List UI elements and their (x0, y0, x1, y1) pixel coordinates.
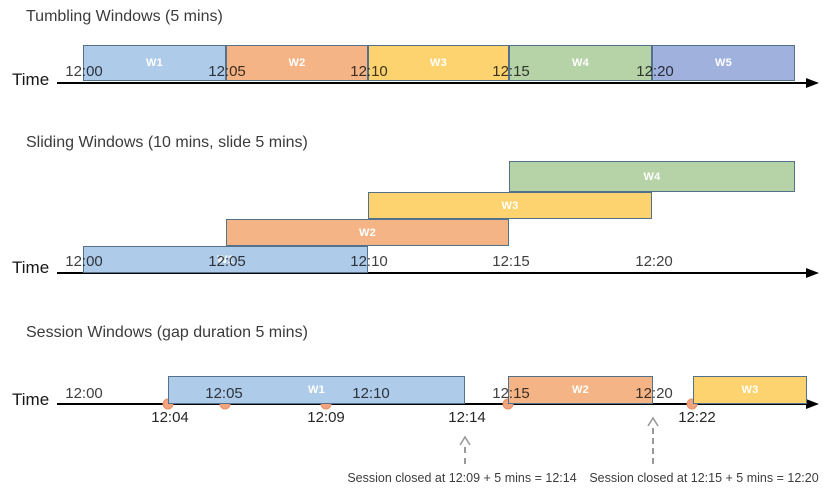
session-axis-arrowhead-icon (806, 399, 819, 409)
tumbling-tick-1215: 12:15 (492, 63, 530, 80)
window-label: W2 (288, 57, 306, 69)
window-label: W3 (741, 384, 759, 396)
event-time-label-1222: 12:22 (678, 409, 716, 426)
window-label: W1 (216, 253, 235, 266)
session-time-axis-label: Time (12, 390, 50, 409)
session-close-arrow-shaft (464, 447, 466, 464)
session-close-annotation-2: Session closed at 12:15 + 5 mins = 12:20 (589, 471, 819, 485)
session-tick-1210: 12:10 (352, 385, 390, 402)
tumbling-time-axis (57, 82, 807, 84)
tumbling-window-w2: W2 (226, 45, 368, 81)
sliding-tick-1200: 12:00 (65, 253, 103, 270)
session-tick-1215: 12:15 (492, 385, 530, 402)
sliding-time-axis (57, 272, 807, 274)
session-window-w3: W3 (693, 376, 807, 404)
tumbling-window-w4: W4 (509, 45, 652, 81)
tumbling-time-axis-label: Time (12, 70, 50, 89)
sliding-window-w1: W1 (83, 246, 368, 273)
session-time-axis (57, 403, 807, 405)
sliding-title: Sliding Windows (10 mins, slide 5 mins) (26, 134, 308, 151)
sliding-window-w2: W2 (226, 219, 509, 246)
session-tick-1205: 12:05 (205, 385, 243, 402)
sliding-tick-1205: 12:05 (208, 253, 246, 270)
event-dot-1222 (686, 398, 698, 410)
event-time-label-1209: 12:09 (307, 409, 345, 426)
session-close-arrow-shaft (652, 428, 654, 464)
event-time-label-1204: 12:04 (151, 409, 189, 426)
event-time-label-1214: 12:14 (448, 409, 486, 426)
window-label: W1 (307, 384, 326, 396)
sliding-tick-1210: 12:10 (350, 253, 388, 270)
sliding-tick-1220: 12:20 (635, 253, 673, 270)
tumbling-tick-1205: 12:05 (208, 63, 246, 80)
session-window-w2: W2 (508, 376, 653, 404)
sliding-window-w4: W4 (509, 161, 795, 192)
session-close-annotation-1: Session closed at 12:09 + 5 mins = 12:14 (347, 471, 577, 485)
tumbling-tick-1210: 12:10 (350, 63, 388, 80)
session-tick-1200: 12:00 (65, 385, 103, 402)
sliding-time-axis-label: Time (12, 258, 50, 277)
session-window-w1: W1 (168, 376, 465, 404)
window-label: W5 (714, 57, 733, 69)
tumbling-tick-1220: 12:20 (636, 63, 674, 80)
window-label: W3 (501, 199, 519, 212)
window-label: W4 (643, 170, 661, 183)
session-tick-1220: 12:20 (635, 385, 673, 402)
tumbling-window-w3: W3 (368, 45, 509, 81)
sliding-tick-1215: 12:15 (492, 253, 530, 270)
window-label: W2 (358, 226, 377, 239)
window-label: W2 (571, 384, 590, 396)
tumbling-tick-1200: 12:00 (65, 63, 103, 80)
sliding-axis-arrowhead-icon (806, 268, 819, 278)
session-close-arrow-icon (459, 435, 471, 446)
sliding-window-w3: W3 (368, 192, 652, 219)
window-label: W1 (145, 57, 164, 69)
tumbling-axis-arrowhead-icon (806, 78, 819, 88)
tumbling-window-w5: W5 (652, 45, 795, 81)
session-close-arrow-icon (647, 416, 659, 427)
tumbling-title: Tumbling Windows (5 mins) (26, 8, 223, 25)
tumbling-window-w1: W1 (83, 45, 226, 81)
window-label: W3 (429, 57, 448, 69)
session-title: Session Windows (gap duration 5 mins) (26, 324, 308, 341)
window-label: W4 (571, 57, 590, 69)
